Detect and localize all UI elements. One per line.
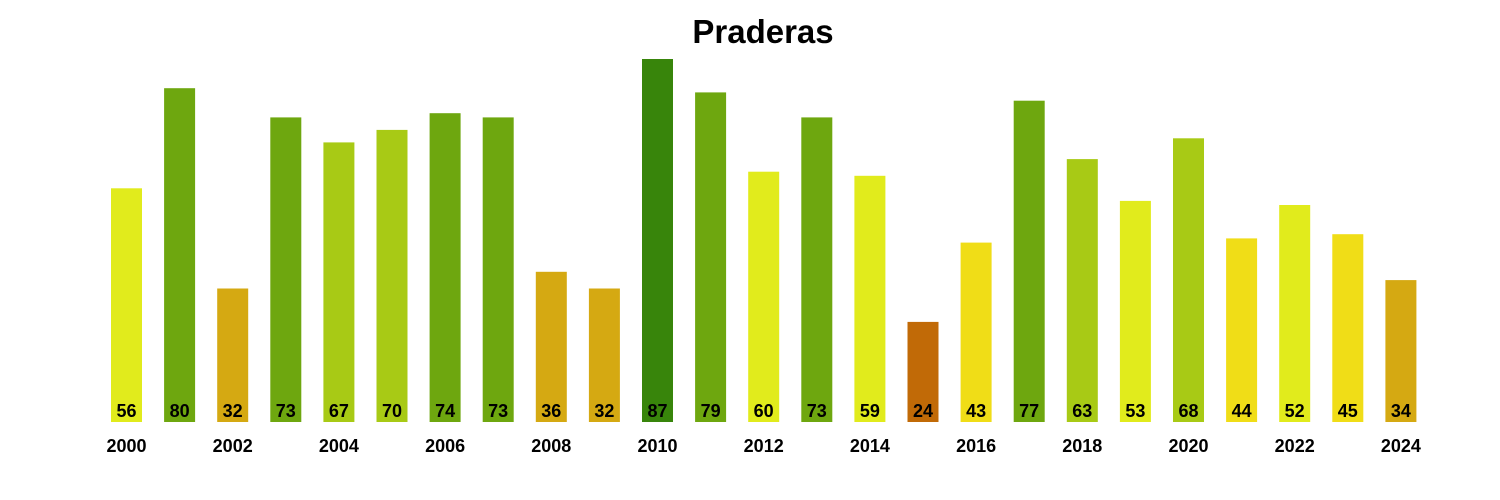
x-axis-tick-labels: 2000 2002 2004 2006 2008 2010 2012 2014 2016 2018…	[106, 436, 1420, 456]
bar-2000	[111, 188, 142, 422]
bar-2002	[217, 288, 249, 422]
bar-2004	[323, 142, 355, 422]
value-label-2014: 59	[860, 401, 880, 421]
bars-group	[111, 59, 1417, 423]
value-label-2010: 87	[647, 401, 667, 421]
value-label-2000: 56	[116, 401, 136, 421]
value-label-2019: 53	[1125, 401, 1145, 421]
value-label-2002: 32	[223, 401, 243, 421]
x-tick-label-2002: 2002	[213, 436, 253, 456]
value-label-2013: 73	[807, 401, 827, 421]
value-label-2008: 36	[541, 401, 561, 421]
bar-2017	[1013, 100, 1045, 422]
value-label-2011: 79	[701, 401, 721, 421]
x-tick-label-2016: 2016	[956, 436, 996, 456]
value-label-2016: 43	[966, 401, 986, 421]
value-label-2004: 67	[329, 401, 349, 421]
bar-2023	[1332, 234, 1364, 422]
x-tick-label-2022: 2022	[1275, 436, 1315, 456]
bar-2021	[1226, 238, 1258, 422]
value-label-2017: 77	[1019, 401, 1039, 421]
bar-2005	[376, 129, 408, 422]
bar-2011	[695, 92, 727, 423]
value-label-2006: 74	[435, 401, 455, 421]
bar-2016	[960, 242, 992, 422]
x-tick-label-2000: 2000	[106, 436, 146, 456]
bar-2001	[164, 88, 196, 422]
value-label-2005: 70	[382, 401, 402, 421]
bar-2006	[429, 113, 461, 422]
chart-title: Praderas	[692, 13, 833, 50]
bar-2014	[854, 175, 886, 422]
x-tick-label-2008: 2008	[531, 436, 571, 456]
value-label-2009: 32	[594, 401, 614, 421]
value-label-2018: 63	[1072, 401, 1092, 421]
value-label-2021: 44	[1232, 401, 1252, 421]
value-label-2022: 52	[1285, 401, 1305, 421]
x-tick-label-2014: 2014	[850, 436, 890, 456]
x-tick-label-2010: 2010	[637, 436, 677, 456]
value-label-2020: 68	[1178, 401, 1198, 421]
x-tick-label-2006: 2006	[425, 436, 465, 456]
bar-2010	[642, 59, 673, 422]
value-label-2024: 34	[1391, 401, 1411, 421]
bar-2020	[1173, 138, 1204, 423]
x-tick-label-2024: 2024	[1381, 436, 1421, 456]
value-label-2012: 60	[754, 401, 774, 421]
value-label-2003: 73	[276, 401, 296, 421]
x-tick-label-2018: 2018	[1062, 436, 1102, 456]
x-tick-label-2012: 2012	[744, 436, 784, 456]
bar-2008	[535, 271, 567, 422]
bar-2003	[270, 117, 302, 423]
bar-2007	[482, 117, 514, 423]
bar-2009	[588, 288, 620, 422]
bar-2013	[801, 117, 833, 423]
bar-2022	[1279, 205, 1311, 422]
x-tick-label-2004: 2004	[319, 436, 359, 456]
bar-2015	[907, 321, 939, 422]
bar-2024	[1385, 280, 1417, 422]
x-tick-label-2020: 2020	[1168, 436, 1208, 456]
bar-2012	[748, 171, 780, 422]
value-label-2007: 73	[488, 401, 508, 421]
value-labels-group: 56 80 32 73 67 70 74 73 36 32 87 79 60 73 59 24 43 77 63 53…	[116, 401, 1410, 421]
bar-2018	[1066, 159, 1098, 422]
value-label-2015: 24	[913, 401, 933, 421]
value-label-2023: 45	[1338, 401, 1358, 421]
value-label-2001: 80	[170, 401, 190, 421]
bar-2019	[1119, 200, 1151, 422]
